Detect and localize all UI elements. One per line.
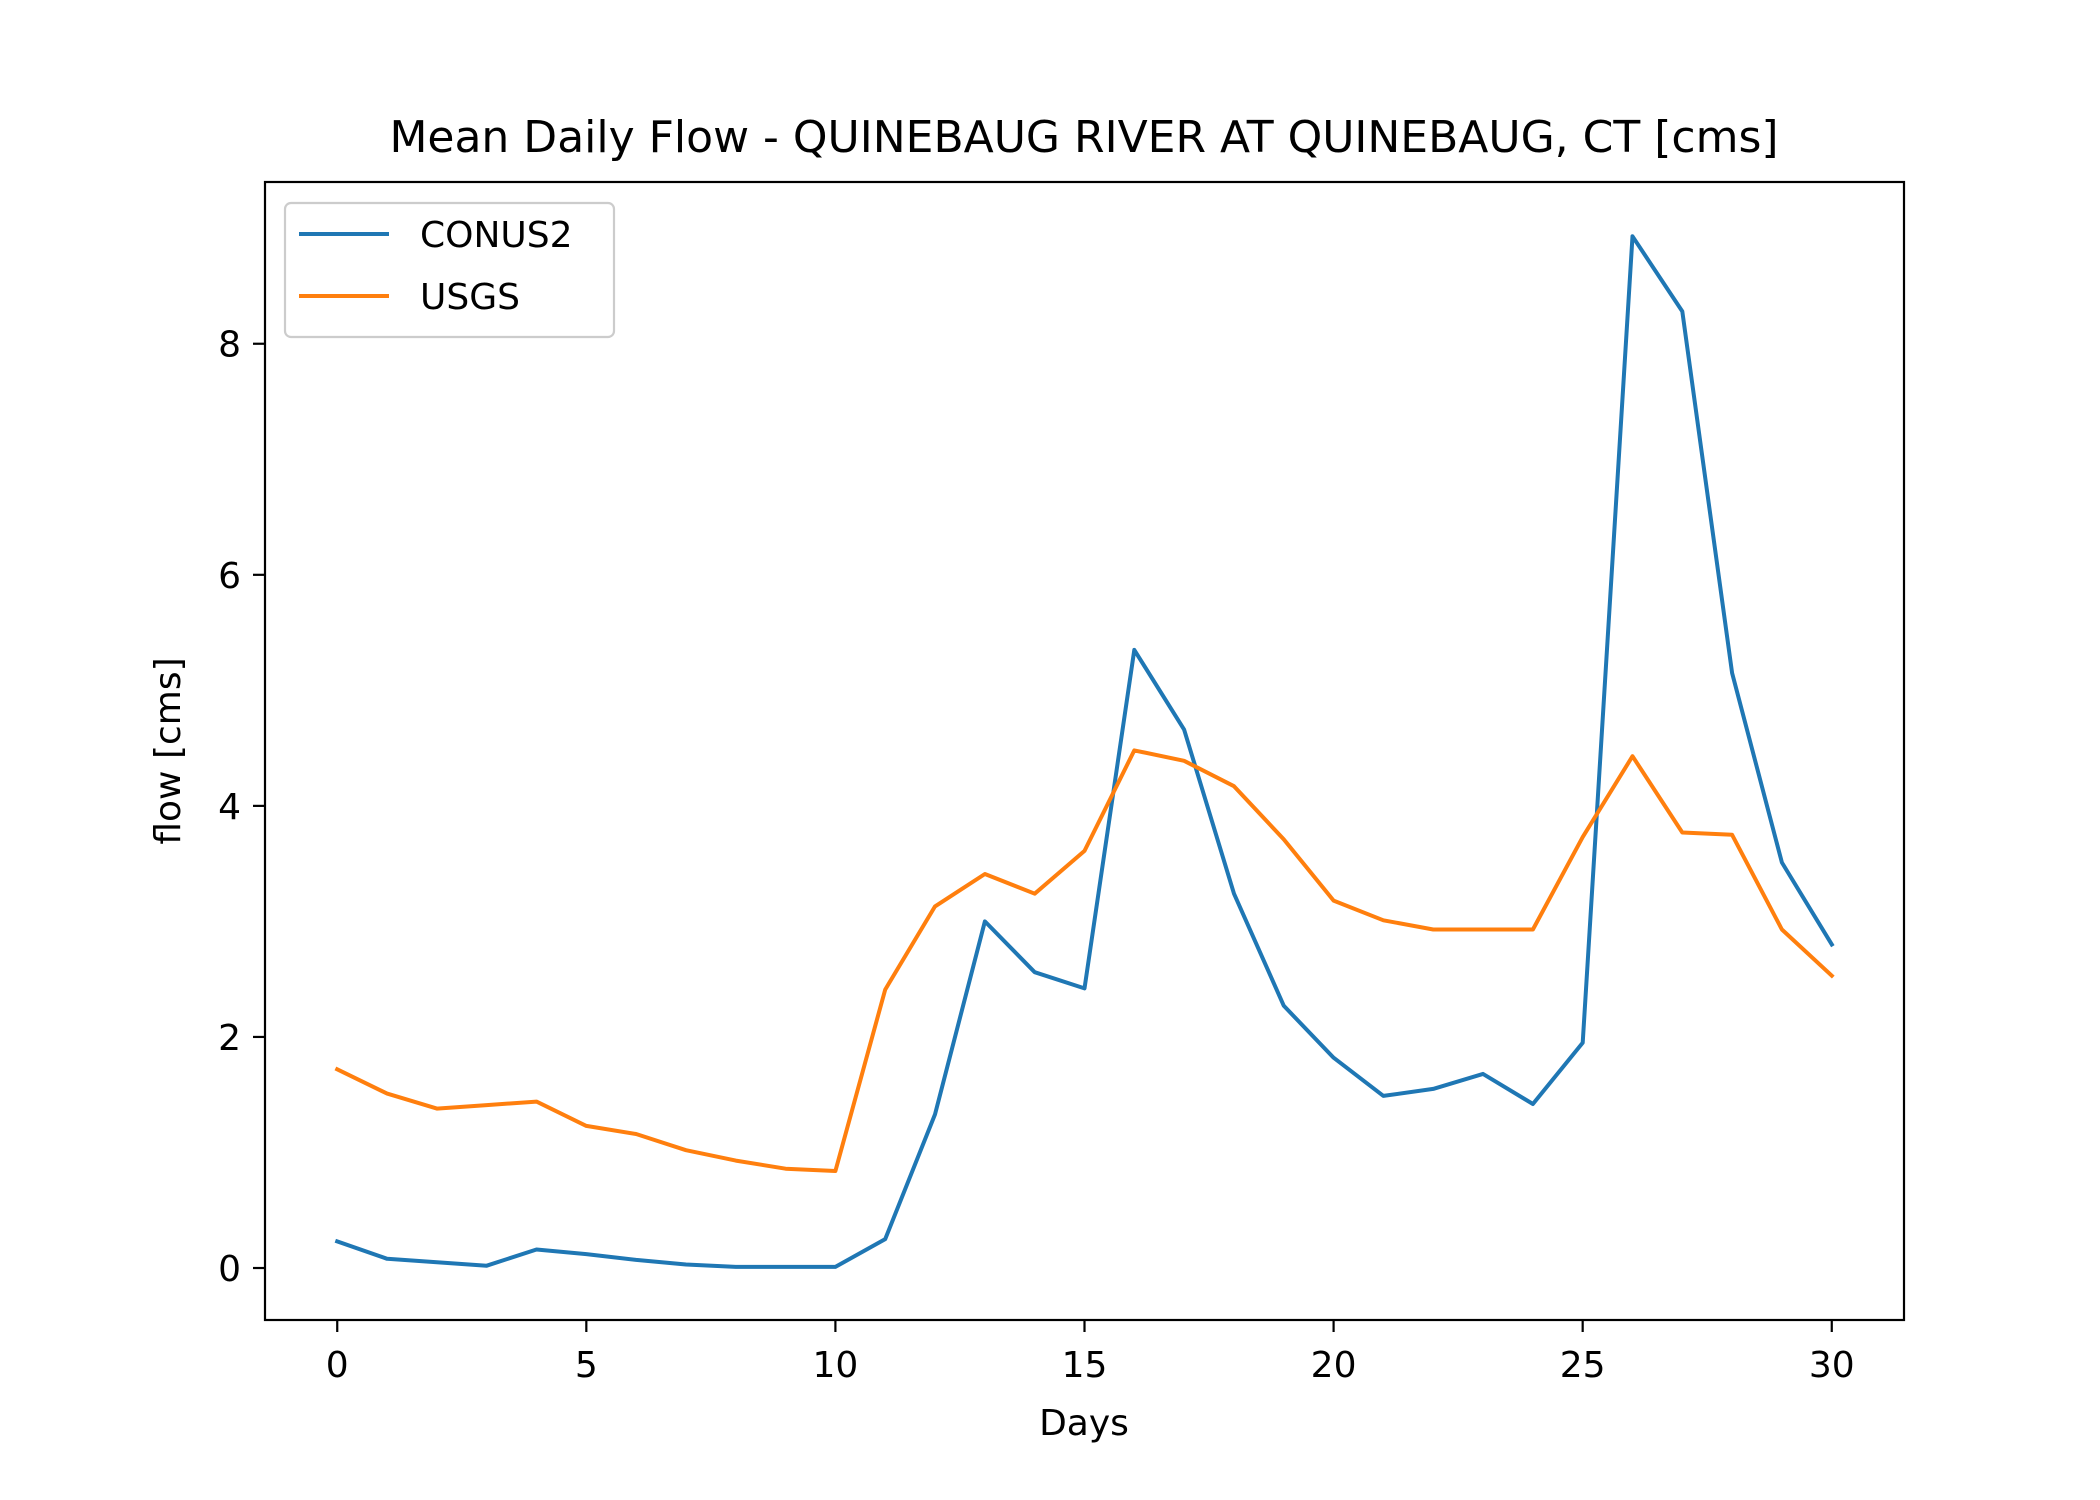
y-tick-label: 8 xyxy=(218,325,241,366)
series-line-usgs xyxy=(334,748,1835,1173)
x-axis-ticks: 0 5 10 15 20 25 30 xyxy=(326,1320,1855,1386)
x-tick-label: 0 xyxy=(326,1345,349,1386)
y-tick-label: 6 xyxy=(218,556,241,597)
y-tick-label: 4 xyxy=(218,787,241,828)
x-axis-label: Days xyxy=(1039,1403,1129,1444)
x-tick-label: 5 xyxy=(575,1345,598,1386)
chart-title: Mean Daily Flow - QUINEBAUG RIVER AT QUI… xyxy=(389,112,1778,163)
series-layer xyxy=(334,234,1835,1269)
y-axis-ticks: 0 2 4 6 8 xyxy=(218,325,265,1290)
y-tick-label: 0 xyxy=(218,1249,241,1290)
series-line-conus2 xyxy=(334,234,1835,1269)
x-tick-label: 15 xyxy=(1062,1345,1108,1386)
x-tick-label: 20 xyxy=(1311,1345,1357,1386)
x-tick-label: 10 xyxy=(813,1345,859,1386)
legend: CONUS2 USGS xyxy=(283,201,616,339)
y-axis-label: flow [cms] xyxy=(148,657,189,844)
legend-label-conus2: CONUS2 xyxy=(420,215,573,256)
x-tick-label: 25 xyxy=(1560,1345,1606,1386)
legend-box xyxy=(283,201,616,339)
y-tick-label: 2 xyxy=(218,1018,241,1059)
x-tick-label: 30 xyxy=(1809,1345,1855,1386)
legend-label-usgs: USGS xyxy=(420,277,520,318)
plot-area-frame xyxy=(263,180,1906,1322)
